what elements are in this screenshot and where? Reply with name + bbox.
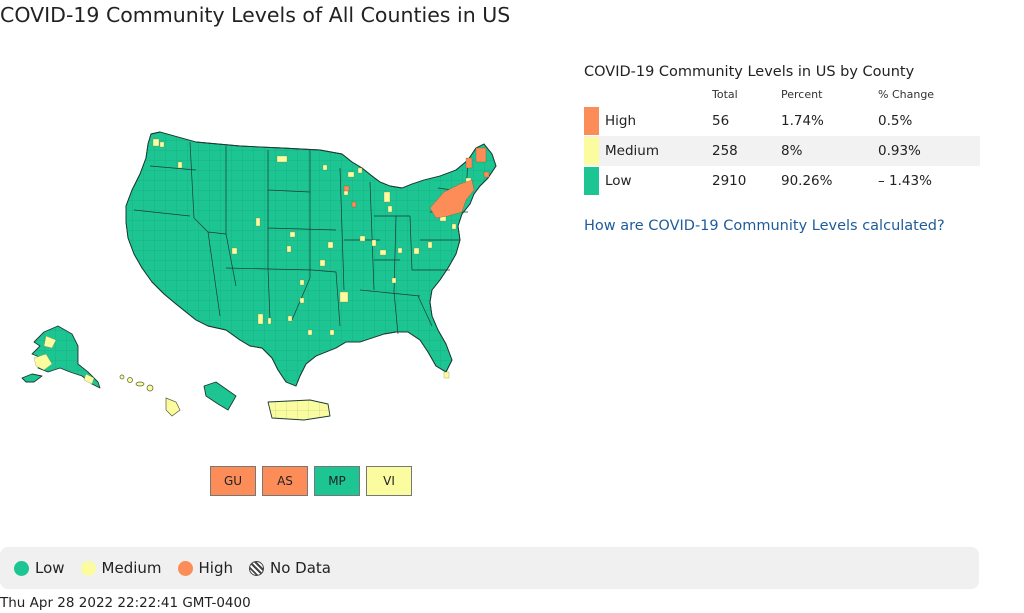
header-change: % Change xyxy=(878,88,935,101)
hatch-pattern-icon xyxy=(249,560,265,576)
row-change: 0.5% xyxy=(878,113,913,129)
row-percent: 8% xyxy=(781,143,803,159)
high-counties xyxy=(343,147,490,219)
row-change: 0.93% xyxy=(878,143,921,159)
low-dot-icon xyxy=(14,560,29,576)
summary-header-row: Total Percent % Change xyxy=(584,88,980,106)
legend-no-data[interactable]: No Data xyxy=(249,559,331,577)
high-dot-icon xyxy=(177,560,193,576)
territory-button-gu[interactable]: GU xyxy=(210,466,256,496)
hawaii[interactable] xyxy=(119,374,181,417)
medium-dot-icon xyxy=(80,560,96,576)
row-percent: 1.74% xyxy=(781,113,824,129)
row-total: 56 xyxy=(712,113,730,129)
northern-islands[interactable] xyxy=(203,381,237,411)
row-level: Low xyxy=(605,173,632,189)
legend-high-label: High xyxy=(198,559,234,577)
alaska[interactable] xyxy=(21,325,101,389)
legend-high[interactable]: High xyxy=(177,559,234,577)
page-title: COVID-19 Community Levels of All Countie… xyxy=(0,3,511,27)
row-total: 258 xyxy=(712,143,738,159)
timestamp: Thu Apr 28 2022 22:22:41 GMT-0400 xyxy=(0,595,251,611)
row-total: 2910 xyxy=(712,173,747,189)
row-level: High xyxy=(605,113,637,129)
mainland-us[interactable] xyxy=(125,131,497,387)
territory-button-mp[interactable]: MP xyxy=(314,466,360,496)
us-county-map[interactable] xyxy=(0,120,500,450)
medium-counties xyxy=(152,138,472,379)
low-swatch xyxy=(584,167,599,195)
territory-buttons: GU AS MP VI xyxy=(210,466,412,496)
territory-button-as[interactable]: AS xyxy=(262,466,308,496)
row-percent: 90.26% xyxy=(781,173,833,189)
legend-low-label: Low xyxy=(35,559,65,577)
summary-row-high: High 56 1.74% 0.5% xyxy=(584,106,980,136)
summary-table: COVID-19 Community Levels in US by Count… xyxy=(584,64,980,196)
map-legend: Low Medium High No Data xyxy=(0,547,979,589)
legend-low[interactable]: Low xyxy=(14,559,65,577)
calculation-info-link[interactable]: How are COVID-19 Community Levels calcul… xyxy=(584,218,945,234)
header-percent: Percent xyxy=(781,88,823,101)
territory-button-vi[interactable]: VI xyxy=(366,466,412,496)
legend-no-data-label: No Data xyxy=(270,559,331,577)
legend-medium[interactable]: Medium xyxy=(80,559,162,577)
puerto-rico[interactable] xyxy=(267,399,331,421)
row-change: – 1.43% xyxy=(878,173,932,189)
medium-swatch xyxy=(584,137,599,165)
summary-title: COVID-19 Community Levels in US by Count… xyxy=(584,64,915,80)
row-level: Medium xyxy=(605,143,659,159)
summary-row-low: Low 2910 90.26% – 1.43% xyxy=(584,166,980,196)
high-swatch xyxy=(584,107,599,135)
summary-row-medium: Medium 258 8% 0.93% xyxy=(584,136,980,166)
header-total: Total xyxy=(712,88,738,101)
legend-medium-label: Medium xyxy=(101,559,162,577)
